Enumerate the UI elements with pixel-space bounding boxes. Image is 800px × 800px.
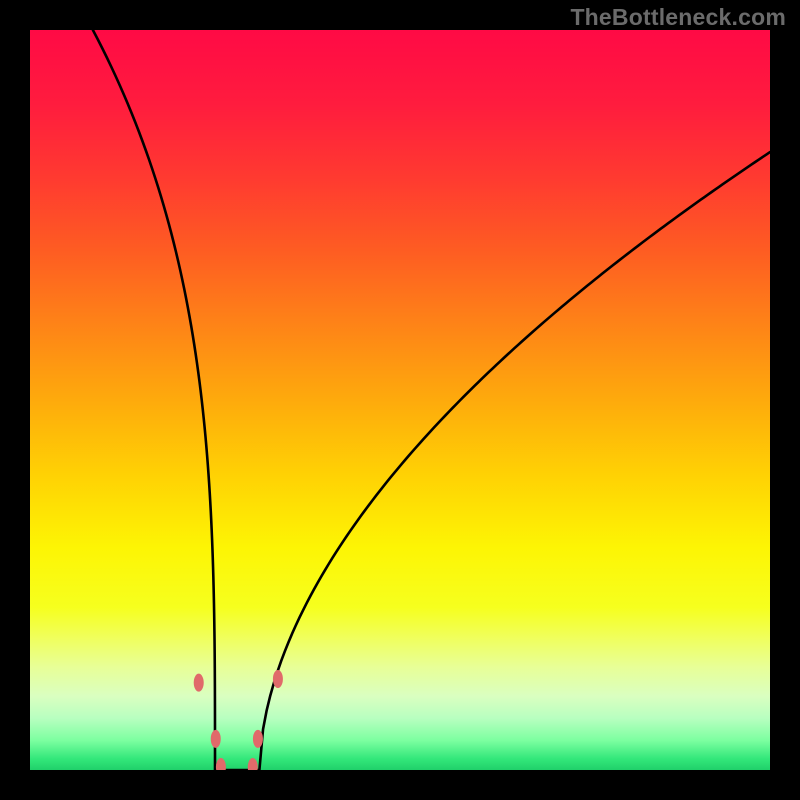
- curve-marker: [248, 758, 258, 770]
- watermark-text: TheBottleneck.com: [570, 4, 786, 31]
- curve-markers: [30, 30, 770, 770]
- curve-marker: [253, 730, 263, 748]
- plot-area: [30, 30, 770, 770]
- curve-marker: [216, 758, 226, 770]
- curve-marker: [211, 730, 221, 748]
- curve-marker: [273, 670, 283, 688]
- curve-marker: [194, 674, 204, 692]
